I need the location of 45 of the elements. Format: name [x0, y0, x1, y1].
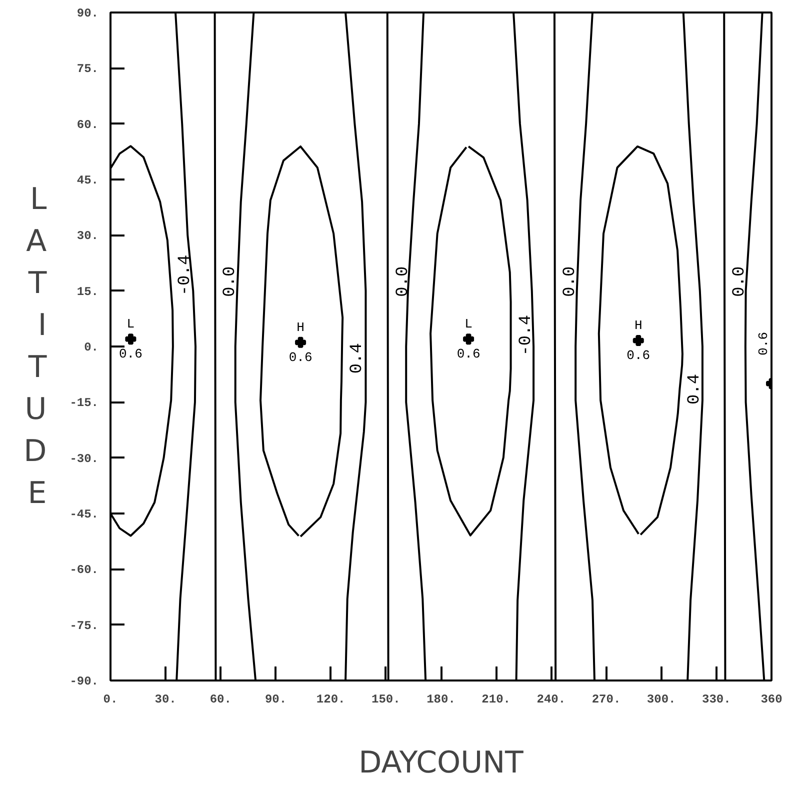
y-tick-label: -15.: [70, 396, 99, 410]
x-tick-label: 120.: [316, 692, 346, 706]
annotation: 0.0: [730, 266, 750, 297]
y-tick-label: -60.: [70, 563, 99, 578]
y-tick-label: 45.: [76, 174, 99, 188]
y-tick-label: -90.: [70, 674, 99, 688]
annotation: 0.0: [560, 266, 580, 297]
annotation: -0.4: [176, 254, 195, 296]
x-tick-label: 180.: [426, 692, 456, 706]
annotation: 0.0: [394, 266, 413, 297]
x-tick-label: 330.: [702, 692, 731, 706]
annotation: L: [126, 316, 135, 332]
annotation: 0.6: [288, 350, 312, 365]
annotation: 0.6: [118, 346, 142, 362]
y-tick-label: 60.: [76, 118, 99, 132]
annotation: 0.4: [686, 374, 705, 404]
annotation: 0.0: [221, 266, 240, 297]
x-tick-label: 360: [760, 692, 782, 706]
y-tick-label: -45.: [70, 508, 99, 522]
x-tick-label: 150.: [372, 692, 400, 706]
y-tick-label: -30.: [70, 452, 99, 466]
x-tick-label: 0.: [103, 692, 118, 706]
x-tick-label: 300.: [646, 692, 676, 706]
x-tick-label: 210.: [482, 692, 510, 706]
annotation: -0.4: [516, 314, 536, 356]
x-tick-label: 90.: [264, 692, 287, 706]
x-tick-label: 240.: [536, 692, 566, 706]
annotation: 0.6: [626, 348, 650, 364]
annotation: H: [634, 318, 642, 334]
y-tick-label: 75.: [76, 62, 99, 76]
x-tick-label: 60.: [210, 692, 232, 706]
y-axis-title: LATITUDE: [24, 182, 48, 511]
y-tick-label: 30.: [76, 229, 99, 244]
annotation: 0.6: [756, 332, 771, 356]
x-axis-title: DAYCOUNT: [358, 746, 524, 780]
x-tick-label: 270.: [592, 692, 621, 706]
y-tick-label: 0.: [84, 340, 99, 354]
y-tick-label: 15.: [76, 284, 99, 299]
y-tick-label: 90.: [76, 6, 99, 20]
annotation: H: [296, 320, 304, 335]
annotation: 0.4: [348, 343, 367, 374]
y-tick-label: -75.: [70, 618, 99, 633]
x-tick-label: 30.: [154, 692, 176, 706]
annotation: L: [464, 316, 472, 332]
annotation: 0.6: [456, 346, 480, 362]
